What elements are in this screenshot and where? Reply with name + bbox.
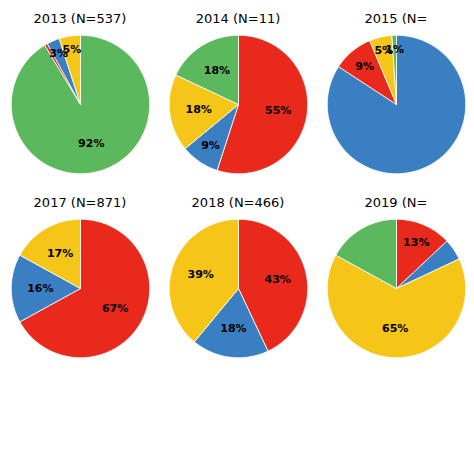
svg-text:18%: 18% <box>220 322 246 335</box>
svg-text:3%: 3% <box>49 47 68 61</box>
svg-text:9%: 9% <box>201 139 220 152</box>
html-text:2014 (N=11): 2014 (N=11) <box>195 11 281 26</box>
svg-text:43%: 43% <box>265 273 291 286</box>
html-text:2018 (N=466): 2018 (N=466) <box>191 195 285 210</box>
svg-text:18%: 18% <box>185 103 211 116</box>
svg-text:17%: 17% <box>47 247 73 260</box>
svg-text:5%: 5% <box>63 43 82 56</box>
svg-text:13%: 13% <box>403 236 429 249</box>
html-text:2017 (N=871): 2017 (N=871) <box>33 195 127 210</box>
svg-text:92%: 92% <box>78 137 104 150</box>
html-text:2013 (N=537): 2013 (N=537) <box>33 11 127 26</box>
svg-text:9%: 9% <box>355 60 374 73</box>
html-text:2015 (N=: 2015 (N= <box>364 11 428 26</box>
svg-text:55%: 55% <box>265 104 291 117</box>
svg-text:16%: 16% <box>27 282 53 295</box>
svg-text:5%: 5% <box>374 44 394 58</box>
html-text:2019 (N=: 2019 (N= <box>364 195 428 210</box>
svg-text:1%: 1% <box>385 43 404 56</box>
svg-text:67%: 67% <box>102 302 128 315</box>
svg-text:39%: 39% <box>188 268 214 281</box>
svg-text:18%: 18% <box>204 64 230 77</box>
svg-text:65%: 65% <box>382 322 408 335</box>
